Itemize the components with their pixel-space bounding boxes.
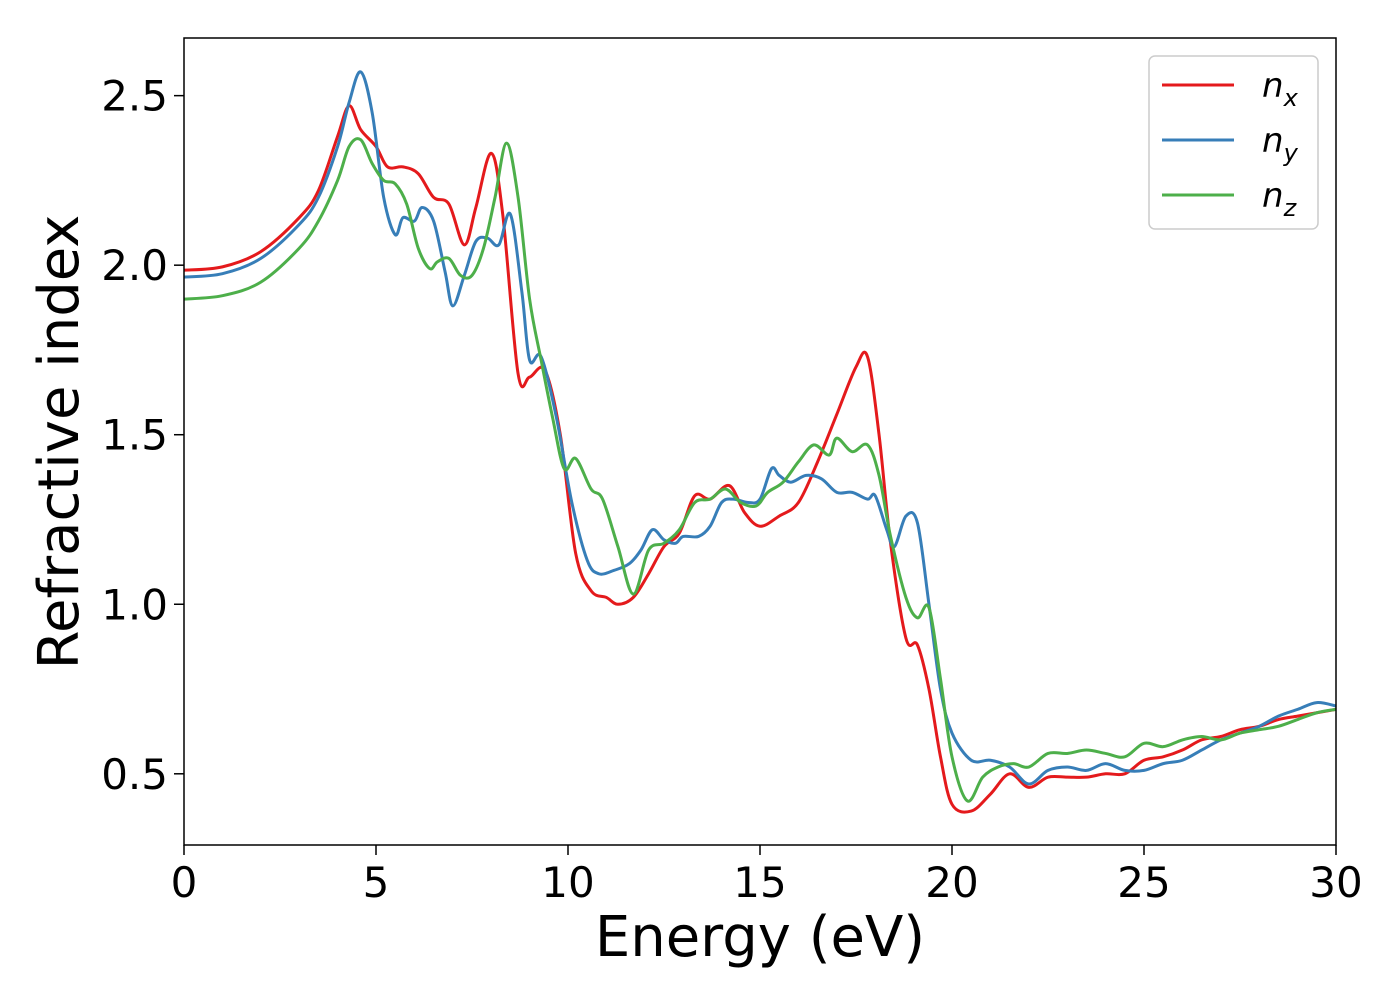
- y-tick-label: 1.0: [101, 580, 168, 629]
- legend-label-base: n: [1262, 121, 1284, 161]
- y-axis-label: Refractive index: [27, 215, 92, 670]
- legend-label-subscript: x: [1283, 84, 1299, 112]
- y-tick-label: 1.5: [101, 411, 168, 460]
- y-tick-label: 2.5: [101, 72, 168, 121]
- x-tick-label: 15: [733, 858, 786, 907]
- legend-label-subscript: z: [1283, 194, 1298, 222]
- y-axis-ticks: 0.5 1.0 1.5 2.0 2.5: [101, 72, 184, 799]
- x-tick-label: 0: [171, 858, 198, 907]
- legend-label-base: n: [1262, 176, 1284, 216]
- x-tick-label: 25: [1117, 858, 1170, 907]
- y-tick-label: 2.0: [101, 241, 168, 290]
- series-line-nx: [184, 104, 1336, 814]
- x-tick-label: 5: [363, 858, 390, 907]
- x-tick-label: 20: [925, 858, 978, 907]
- legend-box: [1148, 55, 1319, 230]
- series-layer: [184, 70, 1336, 814]
- legend-label-base: n: [1262, 66, 1284, 106]
- legend-label-subscript: y: [1283, 139, 1299, 167]
- series-line-ny: [184, 70, 1336, 786]
- y-tick-label: 0.5: [101, 750, 168, 799]
- legend-label: ny: [1262, 121, 1299, 167]
- legend-label: nz: [1262, 176, 1298, 222]
- legend-label: nx: [1262, 66, 1299, 112]
- x-tick-label: 10: [541, 858, 594, 907]
- x-axis-ticks: 0 5 10 15 20 25 30: [171, 845, 1363, 907]
- x-tick-label: 30: [1309, 858, 1362, 907]
- series-line-nz: [184, 137, 1336, 803]
- x-axis-label: Energy (eV): [595, 905, 925, 970]
